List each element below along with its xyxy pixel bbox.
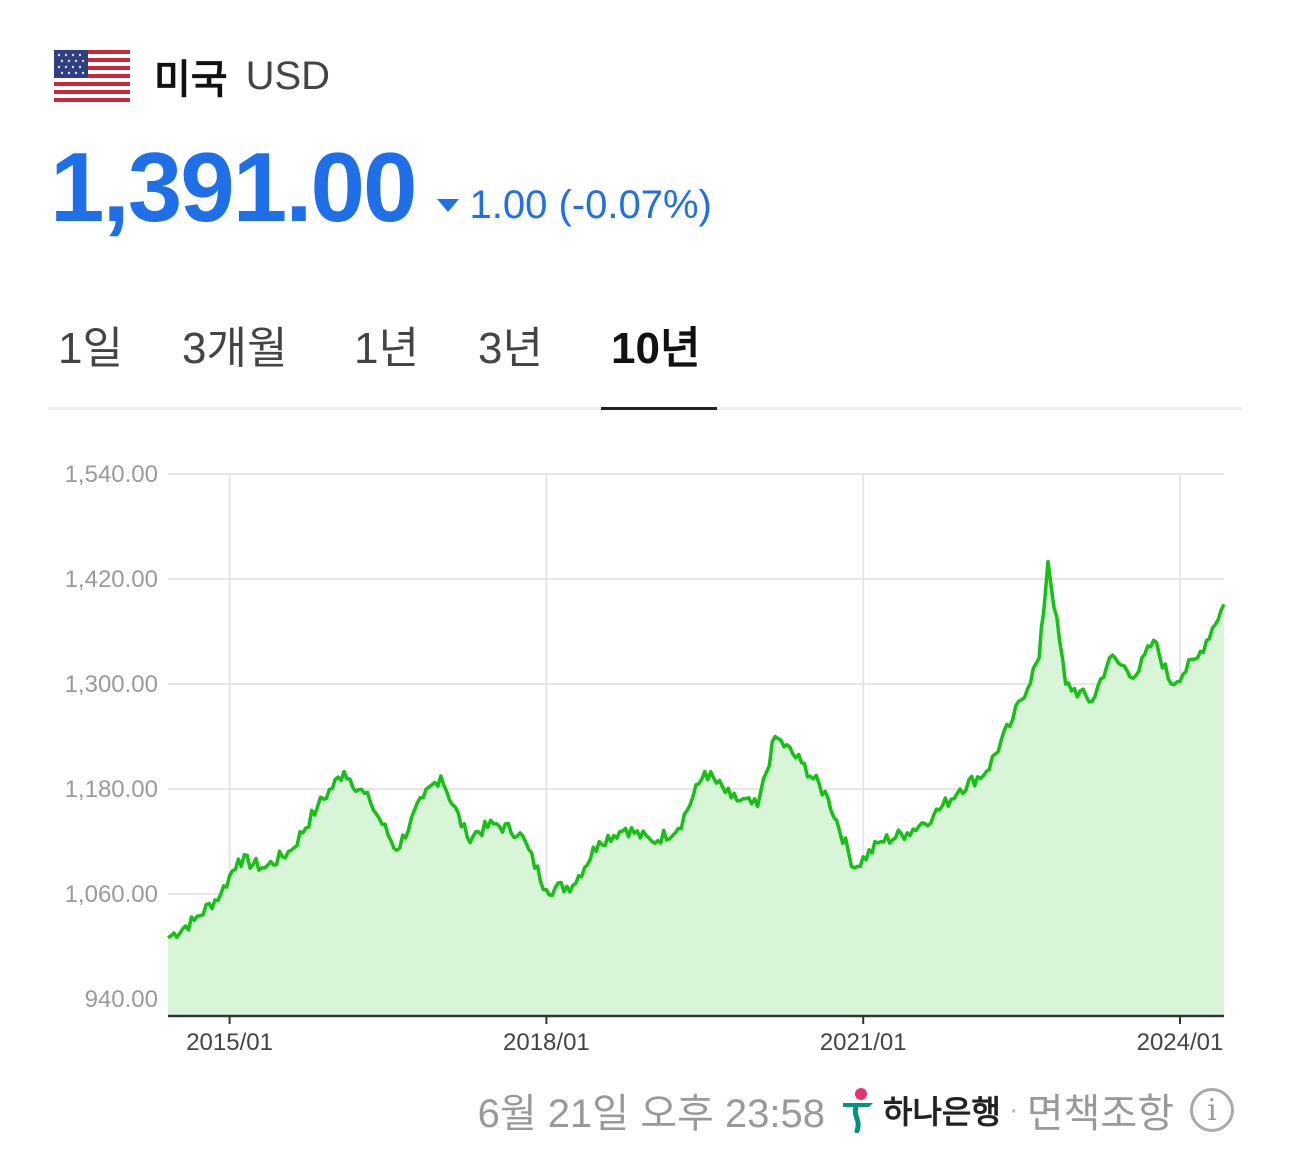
exchange-rate-chart: 1,540.00 1,420.00 1,300.00 1,180.00 1,060.00… [65,461,1226,1056]
tab-1-day[interactable]: 1일 [58,324,123,373]
x-tick-label: 2021/01 [820,1029,907,1056]
hana-bank-logo-icon [843,1088,874,1133]
tab-1-year[interactable]: 1년 [354,324,419,373]
period-tabs: 1일 3개월 1년 3년 10년 [48,300,1242,410]
currency-code: USD [245,53,331,98]
update-timestamp: 6월 21일 오후 23:58 [477,1092,826,1136]
chart-series-line [167,559,1226,940]
bank-name: 하나은행 [883,1094,1001,1130]
down-triangle-icon [437,199,460,212]
tab-10-years[interactable]: 10년 [611,324,701,373]
currency-header: 미국 USD [54,48,330,104]
active-tab-indicator [601,407,717,410]
rate-change: 1.00 (-0.07%) [437,183,712,228]
y-tick-label: 940.00 [85,986,158,1013]
y-tick-label: 1,420.00 [65,566,158,593]
y-tick-label: 1,300.00 [65,671,158,698]
tab-3-months[interactable]: 3개월 [182,324,288,373]
info-icon[interactable]: i [1190,1088,1234,1132]
y-tick-label: 1,060.00 [65,881,158,908]
separator: · [1008,1093,1019,1126]
bank-source: 하나은행 [839,1087,1001,1133]
x-tick-label: 2024/01 [1137,1029,1224,1056]
rate-change-value: 1.00 (-0.07%) [469,183,712,227]
current-rate: 1,391.00 [50,132,417,242]
disclaimer-link[interactable]: 면책조항 [1026,1092,1174,1136]
x-axis: 2015/01 2018/01 2021/01 2024/01 [168,1014,1224,1056]
us-flag-icon [54,50,130,102]
y-tick-label: 1,180.00 [65,776,158,803]
x-tick-label: 2015/01 [186,1029,273,1056]
y-tick-label: 1,540.00 [65,461,158,488]
tab-3-years[interactable]: 3년 [478,324,543,373]
chart-footer: 6월 21일 오후 23:58 하나은행 · 면책조항 i [478,1082,1234,1138]
y-axis: 1,540.00 1,420.00 1,300.00 1,180.00 1,060.00… [65,461,158,1013]
country-name: 미국 [154,58,228,102]
quote-row: 1,391.00 1.00 (-0.07%) [50,138,712,236]
x-tick-label: 2018/01 [503,1029,590,1056]
